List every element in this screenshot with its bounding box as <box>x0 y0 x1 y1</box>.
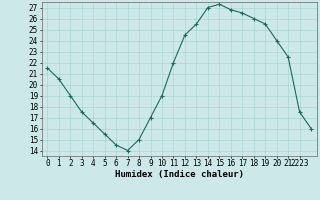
X-axis label: Humidex (Indice chaleur): Humidex (Indice chaleur) <box>115 170 244 179</box>
